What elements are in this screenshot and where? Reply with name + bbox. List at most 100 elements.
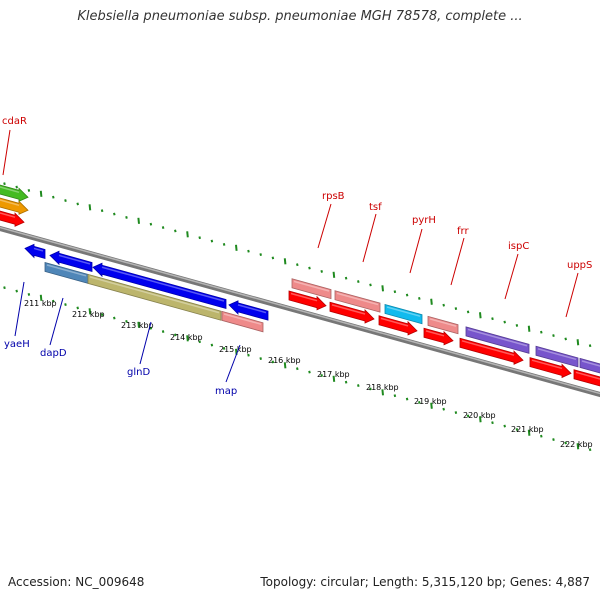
tick-mark — [576, 339, 580, 346]
gene-highlight — [237, 304, 267, 314]
gene-feature[interactable] — [49, 250, 93, 273]
tick-mark — [588, 448, 592, 452]
gene-highlight — [531, 359, 563, 370]
kbp-label-216: 216 kbp — [268, 356, 301, 365]
tick-mark — [491, 317, 494, 321]
tick-mark — [344, 380, 348, 384]
tick-mark — [393, 290, 397, 294]
tick-mark — [515, 323, 519, 327]
gene-label-frr[interactable]: frr — [457, 226, 469, 237]
gene-label-yaeH[interactable]: yaeH — [4, 339, 30, 350]
gene-feature[interactable] — [459, 337, 524, 365]
gene-label-pyrH[interactable]: pyrH — [412, 215, 436, 226]
gene-highlight — [336, 292, 379, 306]
kbp-label-218: 218 kbp — [366, 383, 399, 392]
gene-feature[interactable] — [529, 357, 572, 379]
tick-mark — [588, 344, 592, 348]
gene-feature[interactable] — [384, 303, 423, 325]
tick-mark — [418, 296, 421, 300]
gene-feature[interactable] — [87, 273, 222, 321]
gene-highlight — [461, 340, 515, 356]
tick-mark — [149, 326, 153, 330]
tick-mark — [442, 303, 445, 307]
tick-mark — [442, 407, 445, 411]
accession-text: Accession: NC_009648 — [8, 575, 145, 589]
tick-mark — [259, 253, 262, 256]
tick-mark — [76, 202, 79, 206]
gene-feature[interactable] — [0, 203, 25, 227]
tick-mark — [308, 370, 311, 374]
gene-highlight — [46, 264, 87, 277]
gene-highlight — [0, 212, 16, 218]
gene-feature[interactable] — [221, 310, 264, 333]
gene-label-ispC[interactable]: ispC — [508, 241, 529, 252]
gene-feature[interactable] — [228, 300, 269, 321]
kbp-label-214: 214 kbp — [170, 333, 203, 342]
tick-mark — [247, 249, 250, 253]
tick-mark — [3, 286, 6, 290]
gene-feature[interactable] — [573, 369, 600, 391]
gene-label-tsf[interactable]: tsf — [369, 202, 382, 213]
tick-mark — [137, 217, 140, 224]
tick-mark — [39, 190, 43, 197]
tick-mark — [405, 397, 409, 401]
gene-feature[interactable] — [0, 177, 29, 202]
tick-mark — [88, 308, 92, 315]
gene-feature[interactable] — [579, 357, 600, 378]
gene-feature[interactable] — [535, 345, 579, 368]
gene-highlight — [581, 360, 600, 367]
tick-mark — [576, 443, 580, 450]
kbp-label-219: 219 kbp — [414, 397, 447, 406]
tick-mark — [198, 236, 201, 240]
gene-feature[interactable] — [0, 190, 29, 215]
leader-tsf — [362, 213, 377, 263]
kbp-label-222: 222 kbp — [560, 440, 593, 449]
gene-feature[interactable] — [92, 262, 227, 310]
gene-feature[interactable] — [423, 327, 454, 346]
tick-mark — [88, 204, 92, 211]
tick-mark — [113, 212, 116, 216]
leader-cdaR — [2, 129, 11, 176]
kbp-label-221: 221 kbp — [511, 425, 544, 434]
genome-summary: Topology: circular; Length: 5,315,120 bp… — [260, 575, 590, 589]
gene-label-rpsB[interactable]: rpsB — [322, 191, 345, 202]
tick-mark — [369, 387, 372, 391]
tick-mark — [100, 209, 104, 213]
gene-feature[interactable] — [24, 243, 46, 260]
tick-mark — [491, 421, 494, 425]
gene-label-uppS[interactable]: uppS — [567, 260, 592, 271]
gene-highlight — [331, 304, 366, 315]
tick-mark — [271, 256, 275, 260]
gene-label-cdaR[interactable]: cdaR — [2, 116, 27, 127]
leader-dapD — [49, 297, 64, 346]
gene-feature[interactable] — [291, 278, 332, 300]
tick-mark — [76, 306, 79, 310]
gene-feature[interactable] — [334, 290, 381, 313]
gene-feature[interactable] — [427, 315, 459, 335]
gene-highlight — [293, 280, 330, 292]
gene-highlight — [380, 317, 409, 327]
gene-feature[interactable] — [329, 301, 375, 324]
tick-mark — [405, 293, 409, 297]
gene-label-map[interactable]: map — [215, 386, 237, 397]
gene-label-glnD[interactable]: glnD — [127, 367, 150, 378]
tick-mark — [64, 303, 67, 307]
tick-mark — [222, 242, 226, 246]
tick-mark — [235, 244, 238, 251]
gene-highlight — [33, 247, 44, 252]
gene-highlight — [575, 371, 600, 380]
tick-mark — [64, 199, 67, 203]
tick-mark — [137, 321, 140, 328]
tick-mark — [381, 285, 384, 292]
gene-label-dapD[interactable]: dapD — [40, 348, 67, 359]
tick-mark — [27, 292, 31, 296]
gene-feature[interactable] — [288, 290, 327, 311]
gene-highlight — [467, 328, 528, 347]
tick-mark — [466, 414, 470, 418]
gene-feature[interactable] — [465, 326, 530, 354]
tick-mark — [527, 325, 531, 332]
gene-feature[interactable] — [378, 315, 418, 336]
leader-yaeH — [14, 281, 25, 337]
tick-mark — [174, 333, 177, 337]
